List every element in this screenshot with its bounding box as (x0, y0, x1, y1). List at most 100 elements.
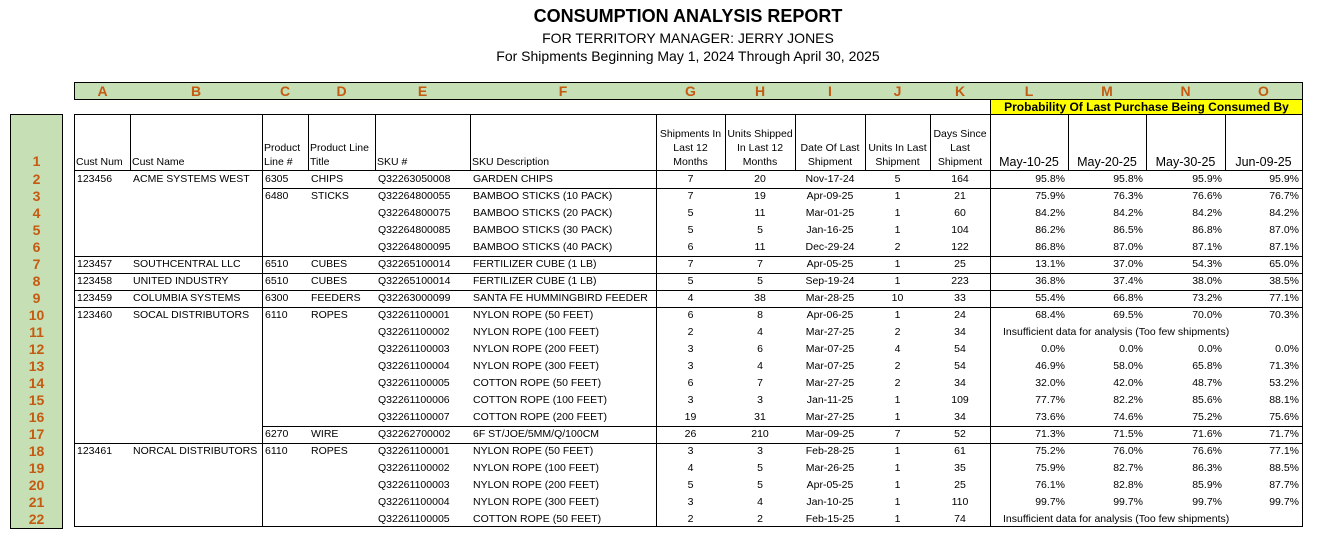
column-header-o[interactable]: O (1225, 82, 1303, 100)
cell-ship: 5 (687, 275, 694, 287)
cell-date: Apr-05-25 (806, 479, 854, 491)
cell-days: 109 (951, 394, 969, 406)
column-header-m[interactable]: M (1068, 82, 1147, 100)
cell-sku: Q32261100005 (378, 513, 450, 525)
column-header-j[interactable]: J (865, 82, 931, 100)
column-header-d[interactable]: D (308, 82, 376, 100)
row-number-11[interactable]: 11 (10, 324, 63, 342)
cell-last-units: 2 (894, 241, 901, 253)
row-number-20[interactable]: 20 (10, 477, 63, 495)
table-top-border (74, 114, 1303, 115)
cell-pl: 6270 (265, 428, 289, 440)
cell-cust-name: COLUMBIA SYSTEMS (133, 292, 241, 304)
row-number-10[interactable]: 10 (10, 307, 63, 325)
column-header-h[interactable]: H (725, 82, 796, 100)
header-label: Date Of Last Shipment (800, 142, 860, 168)
row-number-3[interactable]: 3 (10, 188, 63, 206)
cell-last-units: 1 (894, 224, 901, 236)
cell-days: 52 (954, 428, 966, 440)
cell-pl-title: ROPES (311, 309, 348, 321)
row-number-17[interactable]: 17 (10, 426, 63, 444)
row-number-7[interactable]: 7 (10, 256, 63, 274)
cell-date: Nov-17-24 (805, 173, 855, 185)
cell-sku: Q32264800095 (378, 241, 451, 253)
cell-units: 5 (757, 224, 763, 236)
column-header-k[interactable]: K (930, 82, 991, 100)
row-number-21[interactable]: 21 (10, 494, 63, 512)
cell-date: Jan-11-25 (806, 394, 854, 406)
row-number-9[interactable]: 9 (10, 290, 63, 308)
cell-ship: 2 (687, 326, 694, 338)
column-header-c[interactable]: C (262, 82, 309, 100)
row-number-18[interactable]: 18 (10, 443, 63, 461)
cell-days: 34 (954, 326, 966, 338)
cell-sku: Q32261100006 (378, 394, 450, 406)
cell-units: 11 (754, 241, 766, 253)
cell-units: 5 (757, 275, 763, 287)
cell-probability: 82.7% (1113, 462, 1143, 474)
row-number-5[interactable]: 5 (10, 222, 63, 240)
row-number-1[interactable]: 1 (10, 114, 63, 172)
cell-pl: 6110 (265, 309, 288, 321)
cell-days: 25 (954, 258, 966, 270)
cell-date: Jan-16-25 (806, 224, 854, 236)
row-number-6[interactable]: 6 (10, 239, 63, 257)
cell-last-units: 1 (894, 411, 901, 423)
row-number-14[interactable]: 14 (10, 375, 63, 393)
column-header-e[interactable]: E (375, 82, 471, 100)
cell-date: Mar-01-25 (805, 207, 855, 219)
cell-ship: 2 (687, 513, 694, 525)
cell-days: 110 (951, 496, 969, 508)
cell-desc: NYLON ROPE (200 FEET) (473, 479, 600, 491)
cell-sku: Q32261100002 (378, 326, 450, 338)
cell-ship: 5 (687, 479, 694, 491)
column-header-a[interactable]: A (74, 82, 131, 100)
header-label: Days Since Last Shipment (933, 128, 987, 168)
cell-days: 21 (954, 190, 966, 202)
product-line-separator (262, 188, 1303, 189)
cell-days: 60 (954, 207, 966, 219)
column-header-n[interactable]: N (1146, 82, 1226, 100)
cell-probability: 0.0% (1275, 343, 1299, 355)
row-number-22[interactable]: 22 (10, 511, 63, 529)
column-header-i[interactable]: I (795, 82, 866, 100)
header-label: Product Line Title (310, 142, 369, 168)
column-header-l[interactable]: L (990, 82, 1069, 100)
row-number-4[interactable]: 4 (10, 205, 63, 223)
cell-probability: 71.5% (1113, 428, 1143, 440)
row-number-2[interactable]: 2 (10, 171, 63, 189)
cell-desc: COTTON ROPE (50 FEET) (473, 377, 602, 389)
row-number-13[interactable]: 13 (10, 358, 63, 376)
cell-probability: 0.0% (1119, 343, 1143, 355)
cell-probability: 82.8% (1113, 479, 1143, 491)
header-label: May-30-25 (1155, 155, 1216, 169)
cell-days: 24 (954, 309, 966, 321)
cell-probability: 86.5% (1113, 224, 1143, 236)
cell-pl: 6510 (265, 258, 289, 270)
cell-desc: NYLON ROPE (200 FEET) (473, 343, 600, 355)
cell-probability: 76.6% (1192, 445, 1222, 457)
column-header-f[interactable]: F (470, 82, 657, 100)
cell-probability: 99.7% (1113, 496, 1143, 508)
cell-pl: 6305 (265, 173, 289, 185)
row-number-15[interactable]: 15 (10, 392, 63, 410)
row-number-8[interactable]: 8 (10, 273, 63, 291)
cell-probability: 75.6% (1269, 411, 1299, 423)
row-number-16[interactable]: 16 (10, 409, 63, 427)
column-header-b[interactable]: B (130, 82, 263, 100)
cell-units: 19 (754, 190, 766, 202)
cell-desc: GARDEN CHIPS (473, 173, 553, 185)
cell-probability: 87.1% (1269, 241, 1299, 253)
column-divider (656, 114, 657, 527)
insufficient-data-note: Insufficient data for analysis (Too few … (1003, 326, 1230, 338)
column-header-g[interactable]: G (656, 82, 726, 100)
cell-probability: 46.9% (1035, 360, 1065, 372)
cell-desc: FERTILIZER CUBE (1 LB) (473, 275, 597, 287)
cell-units: 20 (754, 173, 766, 185)
cell-probability: 42.0% (1113, 377, 1143, 389)
cell-sku: Q32264800075 (378, 207, 451, 219)
row-number-19[interactable]: 19 (10, 460, 63, 478)
row-number-12[interactable]: 12 (10, 341, 63, 359)
cell-units: 7 (757, 377, 763, 389)
cell-days: 61 (954, 445, 966, 457)
